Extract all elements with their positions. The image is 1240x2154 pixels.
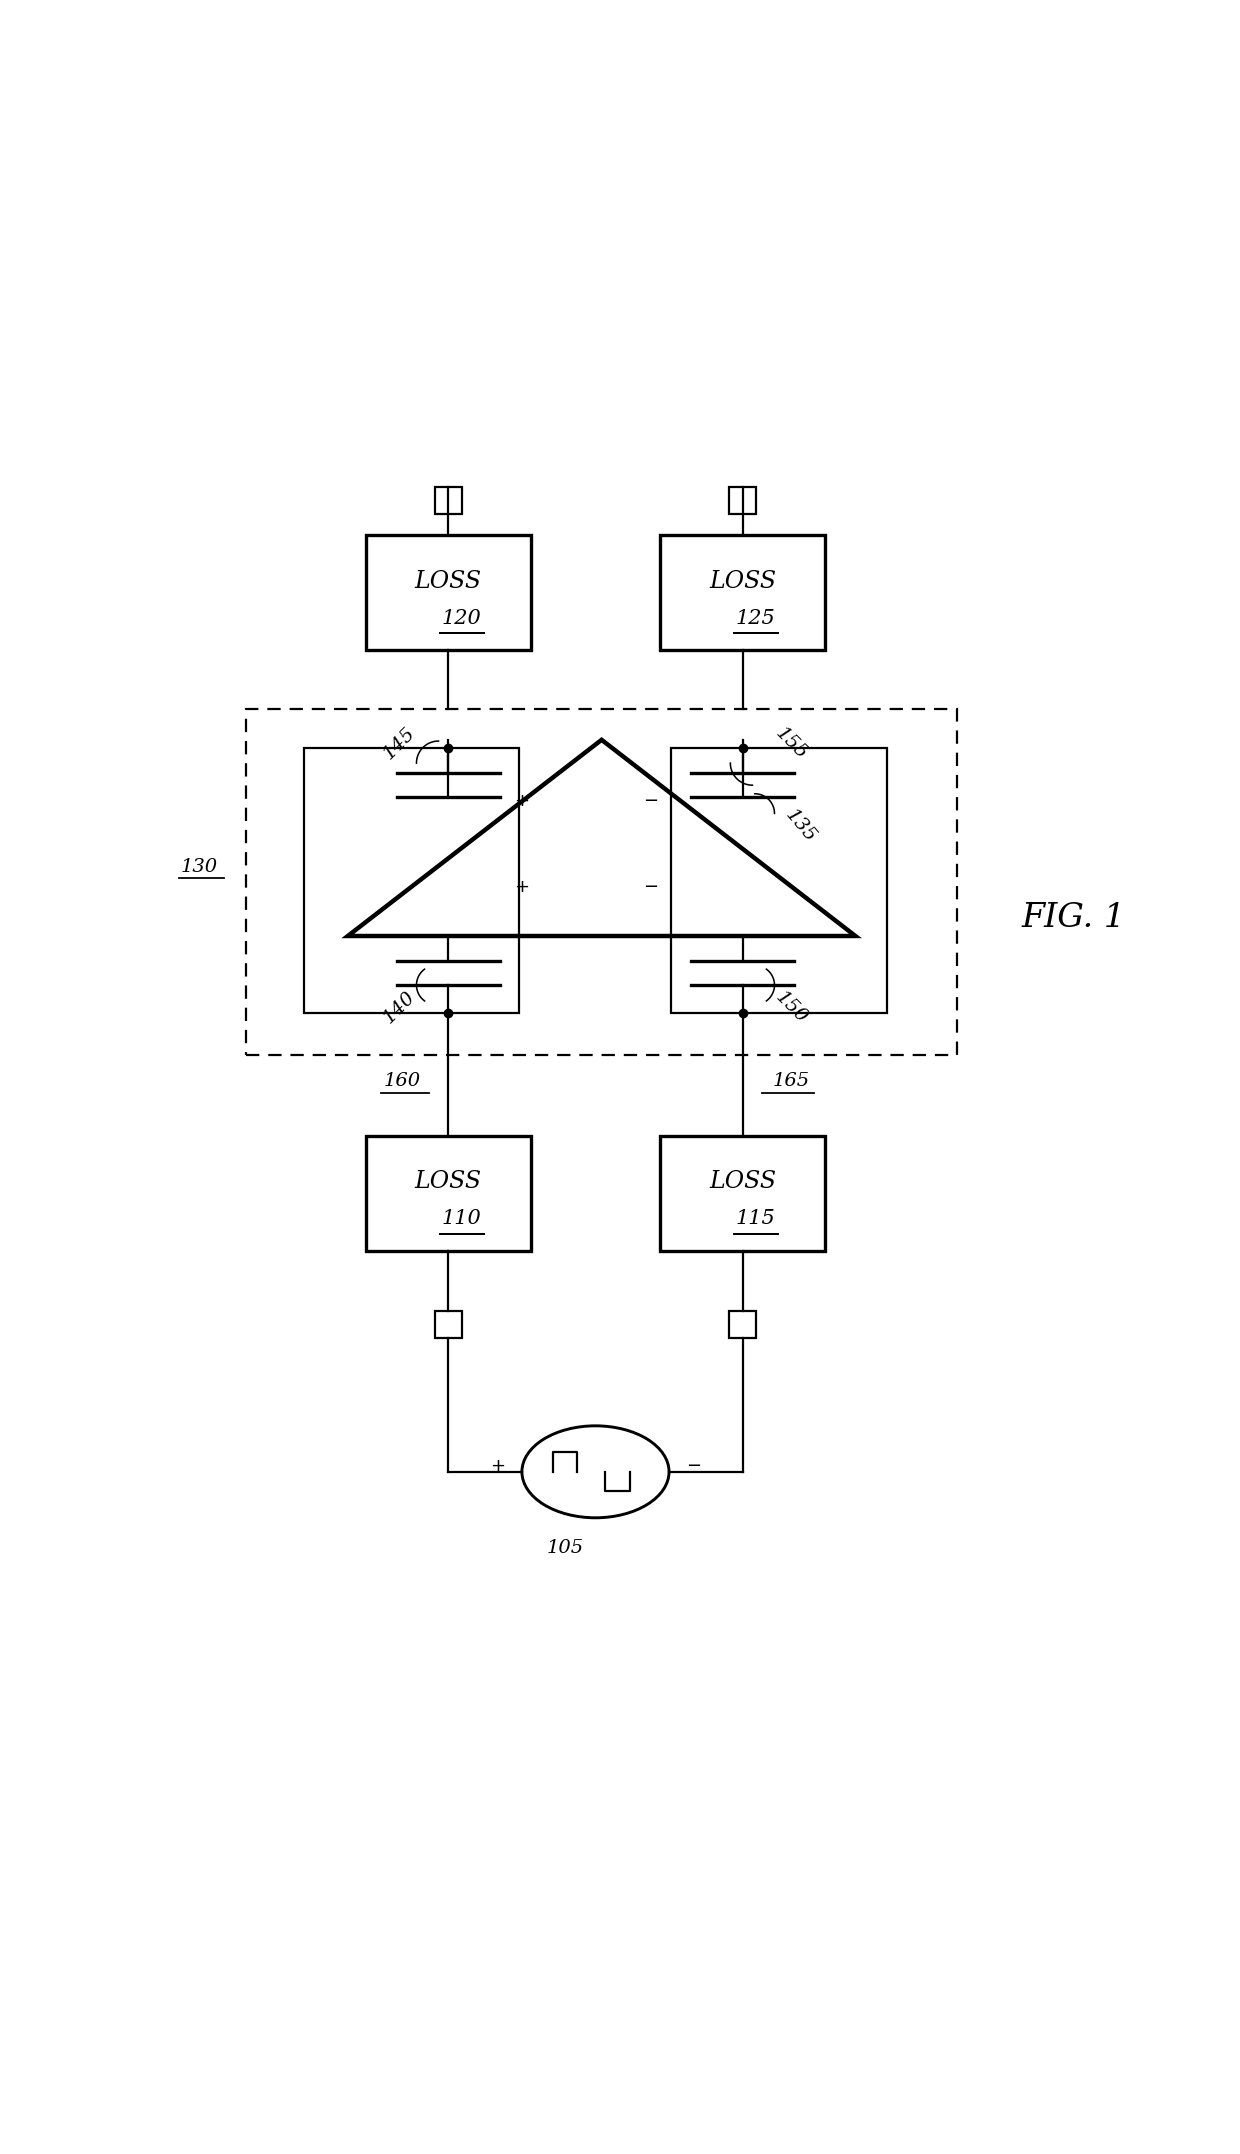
- Text: 120: 120: [441, 610, 481, 627]
- Text: 155: 155: [773, 724, 811, 763]
- Text: 135: 135: [782, 806, 820, 847]
- Text: −: −: [686, 1456, 701, 1475]
- Text: 160: 160: [383, 1073, 420, 1090]
- Text: 150: 150: [773, 989, 811, 1027]
- Text: LOSS: LOSS: [415, 1170, 482, 1193]
- Text: 115: 115: [737, 1208, 776, 1228]
- Text: +: +: [490, 1456, 505, 1475]
- Text: 165: 165: [773, 1073, 810, 1090]
- Text: LOSS: LOSS: [709, 569, 776, 592]
- Text: 130: 130: [181, 857, 218, 877]
- Text: LOSS: LOSS: [709, 1170, 776, 1193]
- Text: −: −: [644, 793, 658, 810]
- Text: +: +: [515, 879, 529, 896]
- Text: 105: 105: [547, 1540, 583, 1557]
- Text: 140: 140: [379, 989, 419, 1027]
- Text: −: −: [644, 879, 658, 896]
- Text: FIG. 1: FIG. 1: [1022, 903, 1126, 933]
- Text: 125: 125: [737, 610, 776, 627]
- Text: LOSS: LOSS: [415, 569, 482, 592]
- Text: +: +: [515, 793, 529, 810]
- Text: 145: 145: [379, 724, 419, 763]
- Text: 110: 110: [441, 1208, 481, 1228]
